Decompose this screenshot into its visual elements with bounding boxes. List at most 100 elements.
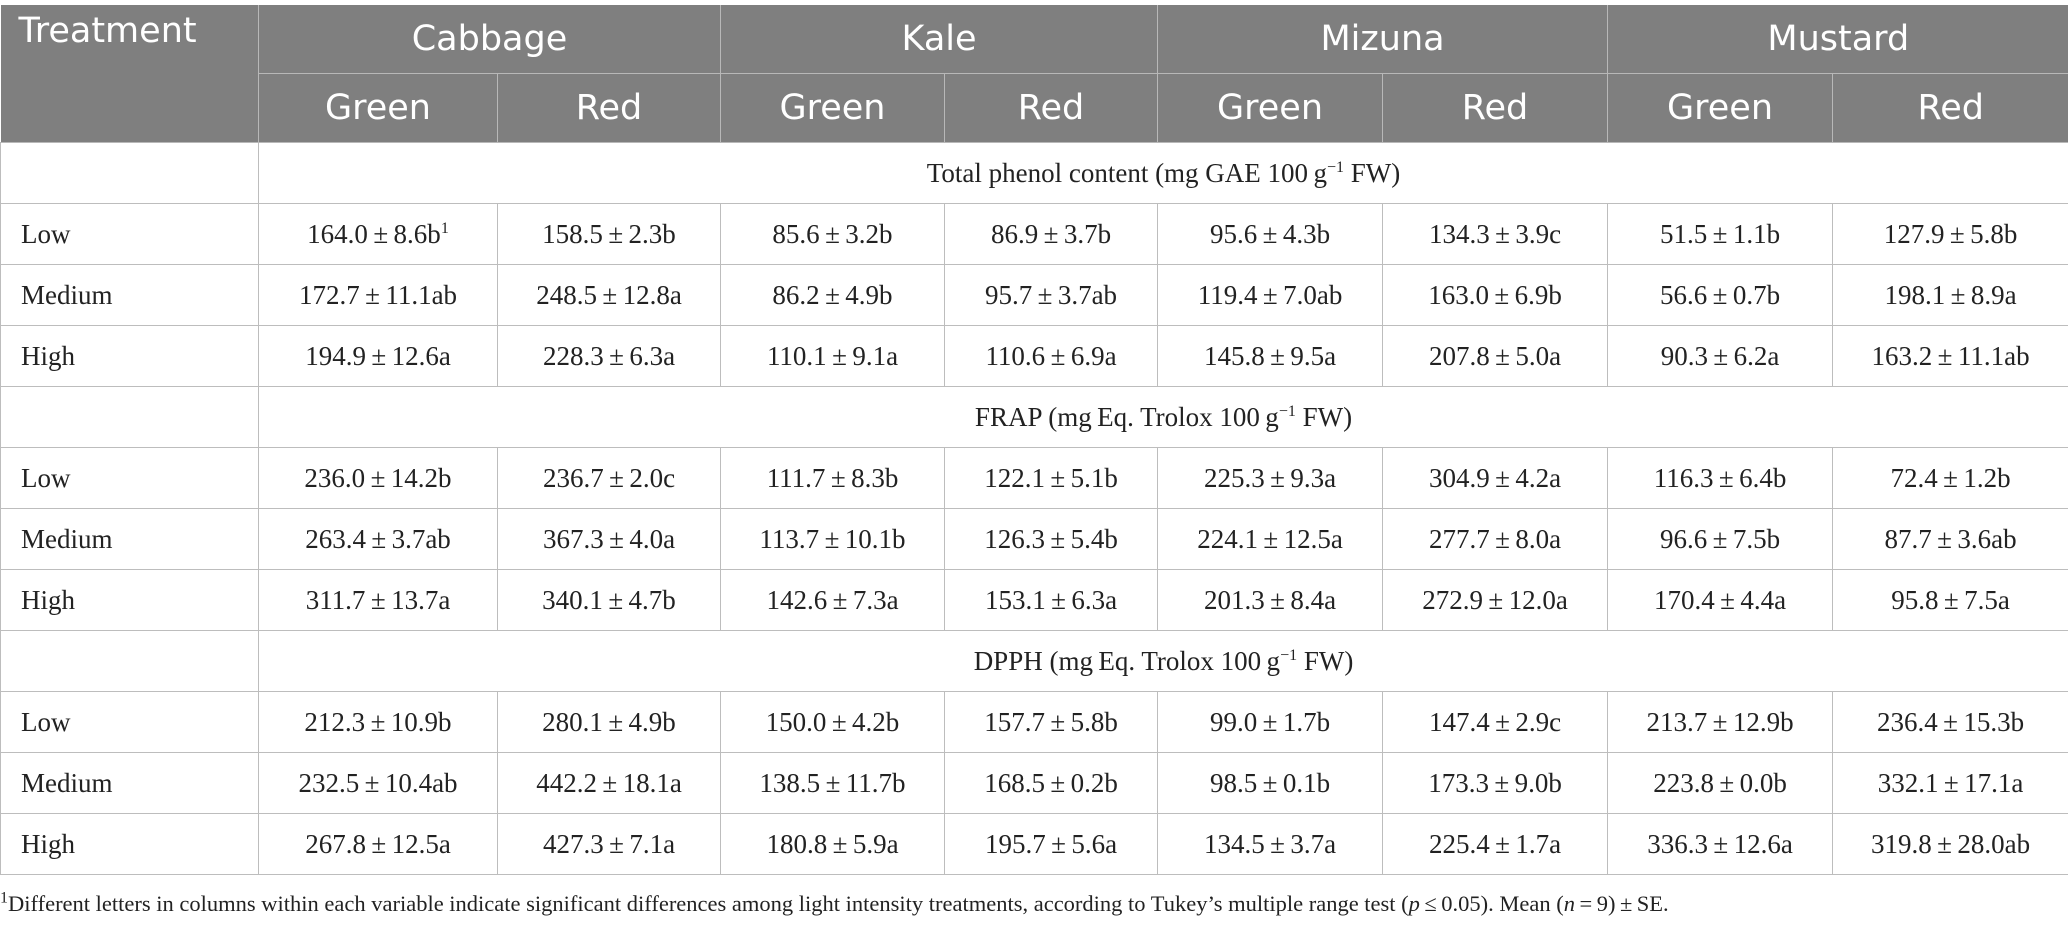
table-cell: 119.4 ± 7.0ab <box>1157 264 1384 326</box>
table-cell: 157.7 ± 5.8b <box>943 691 1159 753</box>
table-cell: 277.7 ± 8.0a <box>1382 508 1609 570</box>
table-cell: 170.4 ± 4.4a <box>1607 569 1834 631</box>
footnote-mark: 1 <box>0 889 8 907</box>
cell-value: 304.9 ± 4.2a <box>1428 462 1562 493</box>
group-header-mustard: Mustard <box>1607 5 2068 74</box>
cell-value: 236.4 ± 15.3b <box>1876 706 2025 737</box>
data-table: Treatment Cabbage Kale Mizuna Mustard Gr… <box>0 5 2068 875</box>
table-cell: 172.7 ± 11.1ab <box>258 264 498 326</box>
cell-value: 142.6 ± 7.3a <box>766 584 899 615</box>
table-cell: 150.0 ± 4.2b <box>720 691 945 753</box>
table-cell: 168.5 ± 0.2b <box>943 752 1159 814</box>
section-title-unit: FW) <box>1297 645 1354 676</box>
table-cell: 56.6 ± 0.7b <box>1607 264 1834 326</box>
footnote-text: Different letters in columns within each… <box>8 891 1409 916</box>
table-cell: 267.8 ± 12.5a <box>258 813 498 875</box>
cell-value: 223.8 ± 0.0b <box>1653 767 1787 798</box>
table-cell: 213.7 ± 12.9b <box>1607 691 1834 753</box>
footnote-mark: 1 <box>440 219 449 237</box>
group-header-cabbage: Cabbage <box>258 5 721 74</box>
table-cell: 367.3 ± 4.0a <box>497 508 721 570</box>
row-label: High <box>0 813 259 875</box>
cell-value: 138.5 ± 11.7b <box>759 767 906 798</box>
cell-value: 340.1 ± 4.7b <box>542 584 676 615</box>
table-cell: 90.3 ± 6.2a <box>1607 325 1834 387</box>
cell-value: 207.8 ± 5.0a <box>1428 340 1562 371</box>
section-title: Total phenol content (mg GAE 100 g−1 FW) <box>257 142 2068 204</box>
cell-value: 113.7 ± 10.1b <box>759 523 906 554</box>
cell-value: 225.4 ± 1.7a <box>1428 828 1562 859</box>
subgroup-header: Green <box>1157 73 1383 143</box>
cell-value: 95.6 ± 4.3b <box>1209 218 1331 249</box>
section-title: FRAP (mg Eq. Trolox 100 g−1 FW) <box>257 386 2068 448</box>
section-title: DPPH (mg Eq. Trolox 100 g−1 FW) <box>257 630 2068 692</box>
subgroup-header: Red <box>497 73 721 143</box>
table-footnote: 1Different letters in columns within eac… <box>0 889 1669 917</box>
cell-value: 163.0 ± 6.9b <box>1428 279 1562 310</box>
table-row: Low 212.3 ± 10.9b 280.1 ± 4.9b 150.0 ± 4.2b… <box>0 691 2068 753</box>
table-row: Medium 172.7 ± 11.1ab 248.5 ± 12.8a 86.2 ± … <box>0 264 2068 326</box>
cell-value: 119.4 ± 7.0ab <box>1197 279 1343 310</box>
table-cell: 212.3 ± 10.9b <box>258 691 498 753</box>
subgroup-header: Red <box>1382 73 1608 143</box>
table-cell: 336.3 ± 12.6a <box>1607 813 1834 875</box>
section-title-exponent: −1 <box>1326 158 1344 176</box>
cell-value: 311.7 ± 13.7a <box>305 584 451 615</box>
table-cell: 198.1 ± 8.9a <box>1832 264 2068 326</box>
table-cell: 99.0 ± 1.7b <box>1157 691 1384 753</box>
cell-value: 442.2 ± 18.1a <box>536 767 682 798</box>
section-title-exponent: −1 <box>1278 402 1296 420</box>
subgroup-header: Green <box>720 73 945 143</box>
table-cell: 126.3 ± 5.4b <box>943 508 1159 570</box>
table-cell: 111.7 ± 8.3b <box>720 447 945 509</box>
section-title-text: DPPH (mg Eq. Trolox 100 g <box>973 645 1281 676</box>
cell-value: 180.8 ± 5.9a <box>766 828 899 859</box>
table-cell: 225.3 ± 9.3a <box>1157 447 1384 509</box>
row-label: Low <box>0 447 259 509</box>
row-label: High <box>0 325 259 387</box>
cell-value: 111.7 ± 8.3b <box>766 462 899 493</box>
subgroup-header: Green <box>1607 73 1833 143</box>
header-row-subgroups: Green Red Green Red Green Red Green Red <box>1 73 2068 143</box>
table-cell: 173.3 ± 9.0b <box>1382 752 1609 814</box>
table-cell: 142.6 ± 7.3a <box>720 569 945 631</box>
cell-value: 267.8 ± 12.5a <box>305 828 451 859</box>
cell-value: 150.0 ± 4.2b <box>765 706 900 737</box>
cell-value: 172.7 ± 11.1ab <box>298 279 458 310</box>
cell-value: 170.4 ± 4.4a <box>1653 584 1787 615</box>
table-cell: 304.9 ± 4.2a <box>1382 447 1609 509</box>
treatment-header: Treatment <box>0 5 259 143</box>
cell-value: 158.5 ± 2.3b <box>542 218 676 249</box>
cell-value: 332.1 ± 17.1a <box>1877 767 2024 798</box>
cell-value: 336.3 ± 12.6a <box>1647 828 1793 859</box>
table-cell: 236.7 ± 2.0c <box>497 447 721 509</box>
table-cell: 98.5 ± 0.1b <box>1157 752 1384 814</box>
table-cell: 442.2 ± 18.1a <box>497 752 721 814</box>
section-title-exponent: −1 <box>1280 646 1298 664</box>
row-label: Low <box>0 691 259 753</box>
row-label: High <box>0 569 259 631</box>
cell-value: 236.0 ± 14.2b <box>304 462 452 493</box>
table-cell: 134.3 ± 3.9c <box>1382 203 1609 265</box>
table-cell: 110.1 ± 9.1a <box>720 325 945 387</box>
cell-value: 225.3 ± 9.3a <box>1203 462 1337 493</box>
cell-value: 147.4 ± 2.9c <box>1428 706 1562 737</box>
cell-value: 212.3 ± 10.9b <box>304 706 452 737</box>
cell-value: 51.5 ± 1.1b <box>1659 218 1781 249</box>
section-title-text: Total phenol content (mg GAE 100 g <box>926 157 1327 188</box>
table-cell: 195.7 ± 5.6a <box>943 813 1159 875</box>
cell-value: 86.9 ± 3.7b <box>990 218 1112 249</box>
section-row: FRAP (mg Eq. Trolox 100 g−1 FW) <box>0 386 2068 448</box>
cell-value: 127.9 ± 5.8b <box>1883 218 2018 249</box>
empty-cell <box>0 386 259 448</box>
cell-value: 224.1 ± 12.5a <box>1197 523 1343 554</box>
cell-value: 248.5 ± 12.8a <box>536 279 682 310</box>
table-cell: 272.9 ± 12.0a <box>1382 569 1609 631</box>
cell-value: 145.8 ± 9.5a <box>1203 340 1337 371</box>
cell-value: 232.5 ± 10.4ab <box>298 767 458 798</box>
cell-value: 201.3 ± 8.4a <box>1203 584 1337 615</box>
table-cell: 87.7 ± 3.6ab <box>1832 508 2068 570</box>
table-cell: 127.9 ± 5.8b <box>1832 203 2068 265</box>
cell-value: 126.3 ± 5.4b <box>984 523 1118 554</box>
table-cell: 158.5 ± 2.3b <box>497 203 721 265</box>
